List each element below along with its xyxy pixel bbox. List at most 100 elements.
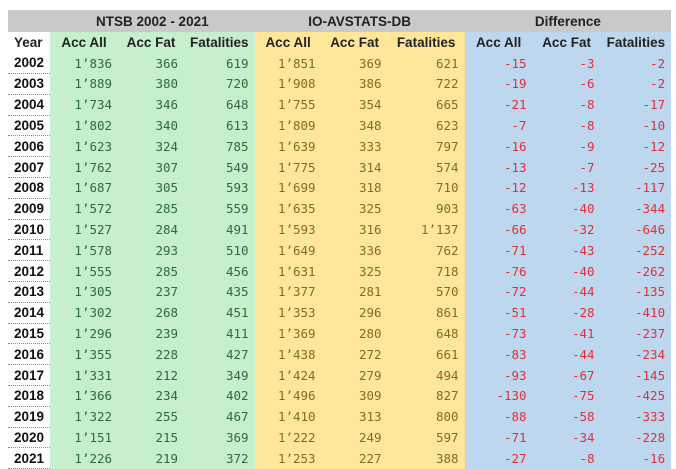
diff-acc-all-cell: -76 [464,260,533,282]
diff-fatalities-cell: -228 [600,427,672,448]
diff-fatalities-cell: -25 [600,156,672,178]
diff-acc-all-cell: -16 [464,135,533,157]
diff-acc-all-cell: -19 [464,73,533,95]
diff-acc-all-cell: -66 [464,219,533,240]
db-acc-fat-cell: 325 [321,260,388,282]
diff-fatalities-cell: -117 [600,177,672,199]
ntsb-acc-fat-cell: 346 [118,94,185,116]
year-cell: 2002 [8,52,51,75]
ntsb-acc-fat-cell: 284 [118,219,185,240]
db-acc-all-cell: 1’377 [254,281,322,303]
table-body: 2002 1’836 366 619 1’851 369 621 -15 -3 -2 2003 1’8… [8,52,672,469]
table-row: 2006 1’623 324 785 1’639 333 797 -16 -9 -12 [8,135,672,158]
ntsb-acc-all-cell: 1’366 [50,385,119,407]
diff-acc-fat-cell: -7 [532,156,601,178]
diff-fatalities-cell: -145 [600,364,672,386]
col-header-db-fatalities: Fatalities [387,32,465,53]
diff-fatalities-cell: -12 [600,135,672,157]
diff-fatalities-cell: -237 [600,323,672,344]
db-acc-all-cell: 1’253 [254,447,322,469]
ntsb-fatalities-cell: 613 [184,115,255,136]
diff-acc-all-cell: -21 [464,94,533,116]
ntsb-acc-fat-cell: 366 [118,52,185,74]
db-fatalities-cell: 903 [387,198,465,220]
col-header-diff-acc-all: Acc All [464,32,533,53]
db-acc-all-cell: 1’438 [254,343,322,365]
ntsb-acc-all-cell: 1’355 [50,343,119,365]
db-acc-all-cell: 1’635 [254,198,322,220]
db-acc-all-cell: 1’775 [254,156,322,178]
db-acc-all-cell: 1’424 [254,364,322,386]
db-fatalities-cell: 623 [387,115,465,136]
col-header-db-acc-fat: Acc Fat [321,32,388,53]
ntsb-acc-all-cell: 1’687 [50,177,119,199]
group-header-ntsb: NTSB 2002 - 2021 [50,10,255,32]
diff-fatalities-cell: -135 [600,281,672,303]
ntsb-fatalities-cell: 785 [184,135,255,157]
db-acc-all-cell: 1’222 [254,427,322,448]
diff-acc-all-cell: -71 [464,427,533,448]
year-cell: 2005 [8,115,51,137]
col-header-diff-fatalities: Fatalities [600,32,672,53]
table-row: 2010 1’527 284 491 1’593 316 1’137 -66 -32 -646 [8,219,672,241]
diff-acc-fat-cell: -8 [532,115,601,136]
db-fatalities-cell: 861 [387,302,465,324]
table-row: 2019 1’322 255 467 1’410 313 800 -88 -58 -333 [8,406,672,428]
ntsb-acc-fat-cell: 340 [118,115,185,136]
ntsb-acc-fat-cell: 234 [118,385,185,407]
table-row: 2004 1’734 346 648 1’755 354 665 -21 -8 -17 [8,94,672,116]
ntsb-acc-fat-cell: 215 [118,427,185,448]
db-acc-fat-cell: 318 [321,177,388,199]
table-row: 2017 1’331 212 349 1’424 279 494 -93 -67 -145 [8,364,672,387]
table-row: 2015 1’296 239 411 1’369 280 648 -73 -41 -237 [8,323,672,345]
table-row: 2003 1’889 380 720 1’908 386 722 -19 -6 -2 [8,73,672,95]
diff-acc-all-cell: -51 [464,302,533,324]
ntsb-acc-fat-cell: 285 [118,260,185,282]
diff-acc-all-cell: -27 [464,447,533,469]
diff-acc-all-cell: -12 [464,177,533,199]
db-acc-all-cell: 1’639 [254,135,322,157]
ntsb-acc-all-cell: 1’151 [50,427,119,448]
diff-acc-all-cell: -13 [464,156,533,178]
year-cell: 2017 [8,364,51,387]
ntsb-acc-fat-cell: 324 [118,135,185,157]
diff-acc-fat-cell: -32 [532,219,601,240]
table-row: 2014 1’302 268 451 1’353 296 861 -51 -28 -410 [8,302,672,324]
table-row: 2005 1’802 340 613 1’809 348 623 -7 -8 -10 [8,115,672,137]
diff-fatalities-cell: -252 [600,239,672,261]
ntsb-fatalities-cell: 369 [184,427,255,448]
ntsb-fatalities-cell: 648 [184,94,255,116]
ntsb-acc-all-cell: 1’734 [50,94,119,116]
diff-fatalities-cell: -17 [600,94,672,116]
diff-acc-all-cell: -15 [464,52,533,74]
ntsb-fatalities-cell: 549 [184,156,255,178]
ntsb-fatalities-cell: 435 [184,281,255,303]
db-acc-all-cell: 1’410 [254,406,322,428]
diff-fatalities-cell: -344 [600,198,672,220]
ntsb-acc-fat-cell: 228 [118,343,185,365]
db-fatalities-cell: 574 [387,156,465,178]
table-row: 2020 1’151 215 369 1’222 249 597 -71 -34 -228 [8,427,672,449]
ntsb-fatalities-cell: 619 [184,52,255,74]
diff-acc-fat-cell: -13 [532,177,601,199]
diff-acc-all-cell: -72 [464,281,533,303]
ntsb-acc-all-cell: 1’623 [50,135,119,157]
ntsb-acc-fat-cell: 293 [118,239,185,261]
diff-acc-fat-cell: -3 [532,52,601,74]
db-fatalities-cell: 388 [387,447,465,469]
table-row: 2009 1’572 285 559 1’635 325 903 -63 -40 -344 [8,198,672,220]
ntsb-acc-all-cell: 1’762 [50,156,119,178]
year-cell: 2007 [8,156,51,179]
ntsb-fatalities-cell: 456 [184,260,255,282]
col-header-diff-acc-fat: Acc Fat [532,32,601,53]
group-header-difference: Difference [464,10,672,32]
db-acc-all-cell: 1’755 [254,94,322,116]
ntsb-fatalities-cell: 427 [184,343,255,365]
db-acc-fat-cell: 336 [321,239,388,261]
ntsb-acc-all-cell: 1’836 [50,52,119,74]
year-cell: 2016 [8,343,51,366]
diff-fatalities-cell: -646 [600,219,672,240]
db-acc-all-cell: 1’908 [254,73,322,95]
diff-acc-fat-cell: -9 [532,135,601,157]
table-row: 2018 1’366 234 402 1’496 309 827 -130 -75 -425 [8,385,672,407]
